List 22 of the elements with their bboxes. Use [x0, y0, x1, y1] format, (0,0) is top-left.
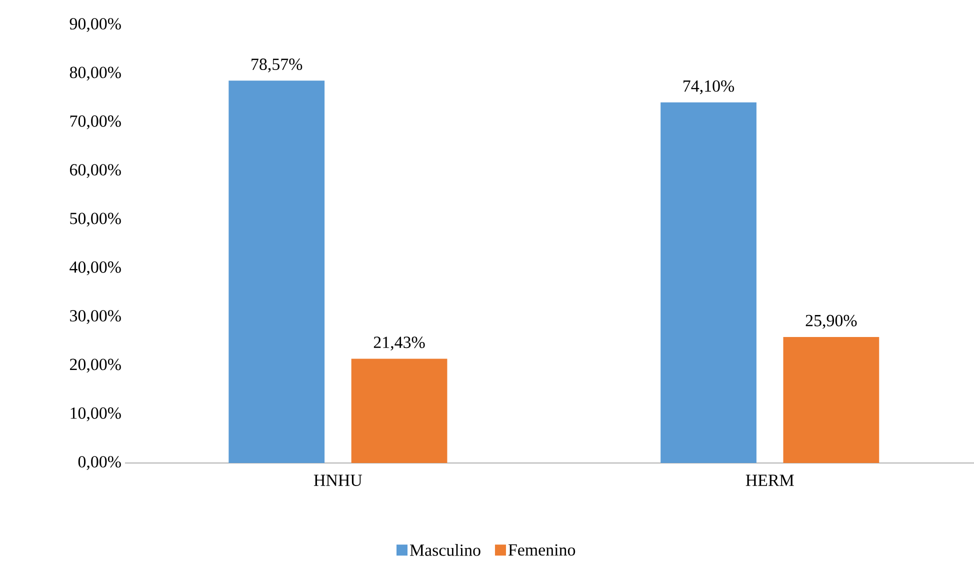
- data-label: 25,90%: [806, 314, 857, 329]
- y-tick-label: 80,00%: [70, 66, 121, 81]
- x-tick-label: HNHU: [314, 474, 362, 486]
- y-tick-label: 40,00%: [70, 261, 121, 276]
- y-tick-label: 70,00%: [70, 115, 121, 130]
- bar: [660, 102, 756, 463]
- legend-label: Masculino: [410, 544, 480, 556]
- y-tick-label: 90,00%: [70, 18, 121, 32]
- bar: [228, 80, 325, 463]
- x-tick-label: HERM: [746, 474, 794, 486]
- legend-label: Femenino: [508, 544, 576, 556]
- y-tick-label: 50,00%: [70, 212, 121, 227]
- bar: [351, 358, 448, 463]
- y-tick-label: 10,00%: [70, 407, 121, 422]
- y-tick-label: 30,00%: [70, 310, 121, 324]
- data-label: 78,57%: [252, 58, 302, 72]
- y-tick-label: 20,00%: [70, 358, 121, 373]
- y-tick-label: 60,00%: [70, 164, 121, 178]
- data-label: 21,43%: [374, 336, 425, 351]
- y-tick-label: 0,00%: [78, 456, 121, 470]
- bar: [783, 336, 880, 463]
- data-label: 74,10%: [684, 80, 734, 94]
